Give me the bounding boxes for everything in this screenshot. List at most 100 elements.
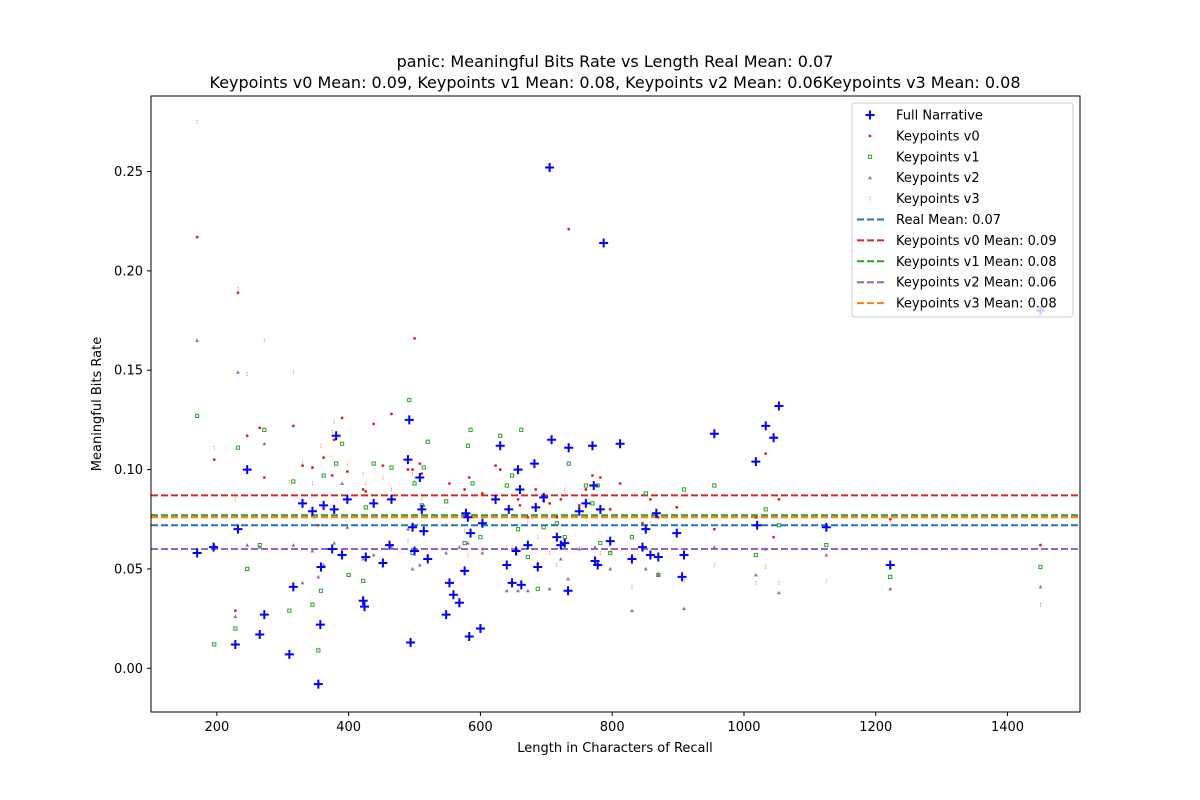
point-keypoints-v2: [577, 547, 582, 551]
point-keypoints-v0: [516, 497, 520, 501]
x-tick-label: 800: [600, 720, 625, 735]
point-full-narrative: [495, 441, 505, 451]
legend-label: Keypoints v1 Mean: 0.08: [896, 255, 1057, 270]
point-full-narrative: [491, 494, 501, 504]
point-keypoints-v0: [1039, 543, 1042, 547]
point-keypoints-v1: [444, 499, 449, 504]
point-full-narrative: [403, 455, 413, 465]
point-full-narrative: [641, 524, 651, 534]
point-keypoints-v0: [675, 505, 679, 509]
point-keypoints-v2: [480, 551, 485, 555]
x-tick-label: 400: [336, 720, 361, 735]
point-full-narrative: [464, 631, 474, 641]
point-keypoints-v1: [566, 461, 571, 466]
point-keypoints-v0: [390, 412, 393, 416]
point-full-narrative: [259, 610, 269, 620]
y-axis-label: Meaningful Bits Rate: [90, 337, 105, 471]
point-full-narrative: [539, 492, 549, 502]
point-keypoints-v1: [888, 574, 893, 579]
point-keypoints-v0: [258, 426, 262, 430]
chart-title: panic: Meaningful Bits Rate vs Length Re…: [397, 52, 834, 71]
point-full-narrative: [679, 550, 689, 560]
x-tick-label: 200: [204, 720, 229, 735]
point-keypoints-v0: [418, 462, 422, 466]
point-keypoints-v0: [598, 476, 602, 479]
point-keypoints-v0: [498, 468, 502, 471]
point-keypoints-v2: [566, 576, 570, 581]
point-full-narrative: [404, 415, 414, 425]
point-keypoints-v0: [212, 458, 216, 462]
point-full-narrative: [516, 580, 526, 590]
legend-entry: Keypoints v3 Mean: 0.08: [857, 297, 1057, 312]
point-keypoints-v1: [608, 550, 613, 556]
point-keypoints-v2: [300, 580, 305, 585]
point-keypoints-v1: [590, 501, 595, 506]
point-keypoints-v2: [630, 608, 634, 613]
point-keypoints-v1: [478, 535, 483, 540]
point-keypoints-v0: [649, 497, 652, 501]
point-full-narrative: [581, 498, 591, 508]
point-full-narrative: [327, 544, 337, 554]
point-keypoints-v0: [195, 235, 199, 239]
point-keypoints-v2: [444, 551, 449, 555]
point-keypoints-v2: [466, 541, 470, 545]
x-tick-label: 1200: [859, 720, 892, 735]
series-keypoints-v0: [195, 227, 1042, 613]
point-keypoints-v2: [1038, 584, 1043, 589]
legend-label: Keypoints v2: [896, 171, 980, 186]
point-keypoints-v2: [656, 572, 661, 577]
point-full-narrative: [653, 552, 663, 562]
point-full-narrative: [593, 560, 603, 570]
point-full-narrative: [386, 494, 396, 504]
point-keypoints-v0: [361, 488, 365, 491]
legend-label: Keypoints v0 Mean: 0.09: [896, 234, 1057, 249]
point-keypoints-v2: [245, 543, 250, 547]
series-keypoints-v1: [195, 397, 1043, 653]
point-keypoints-v2: [516, 588, 520, 593]
point-full-narrative: [545, 163, 555, 173]
point-full-narrative: [574, 506, 584, 516]
point-keypoints-v1: [562, 535, 567, 540]
point-full-narrative: [419, 526, 429, 536]
point-full-narrative: [359, 602, 369, 612]
point-keypoints-v0: [413, 337, 416, 340]
point-keypoints-v1: [656, 572, 661, 577]
point-keypoints-v1: [257, 542, 262, 548]
legend-marker: [868, 175, 872, 180]
point-full-narrative: [885, 560, 895, 570]
point-keypoints-v1: [421, 465, 426, 470]
point-full-narrative: [563, 586, 573, 596]
point-full-narrative: [502, 560, 512, 570]
point-keypoints-v1: [541, 525, 546, 530]
point-full-narrative: [529, 459, 539, 469]
point-keypoints-v0: [233, 609, 237, 613]
point-keypoints-v1: [525, 554, 530, 560]
point-full-narrative: [319, 500, 329, 510]
point-keypoints-v1: [287, 608, 292, 613]
point-full-narrative: [316, 562, 326, 572]
point-keypoints-v0: [577, 503, 581, 507]
point-keypoints-v0: [411, 468, 414, 471]
point-keypoints-v2: [763, 547, 768, 551]
point-full-narrative: [313, 679, 323, 689]
point-full-narrative: [774, 401, 784, 411]
point-keypoints-v2: [332, 541, 337, 545]
point-keypoints-v0: [656, 515, 660, 519]
point-keypoints-v1: [583, 483, 588, 488]
point-full-narrative: [595, 504, 605, 514]
point-keypoints-v1: [262, 427, 267, 432]
point-full-narrative: [417, 504, 427, 514]
point-keypoints-v2: [643, 566, 648, 571]
point-full-narrative: [645, 550, 655, 560]
point-full-narrative: [209, 542, 219, 552]
point-keypoints-v0: [311, 466, 314, 469]
point-keypoints-v1: [515, 527, 521, 532]
point-keypoints-v0: [245, 434, 249, 438]
point-keypoints-v1: [643, 491, 648, 496]
point-keypoints-v0: [559, 497, 563, 501]
point-keypoints-v2: [389, 545, 394, 549]
point-full-narrative: [315, 620, 325, 630]
point-keypoints-v2: [608, 566, 613, 571]
point-keypoints-v2: [195, 338, 200, 342]
